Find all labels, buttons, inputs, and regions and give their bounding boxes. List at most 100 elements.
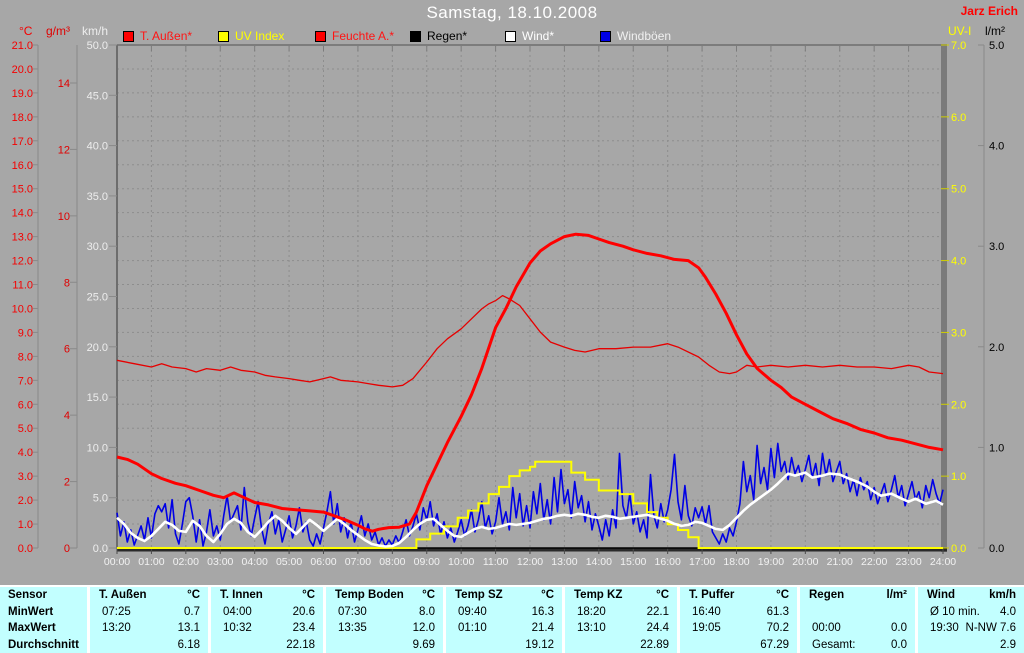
sensor-header: Wind km/h [918,587,1024,604]
uv-tick-label: 6.0 [951,112,966,124]
tempC-tick-label: 3.0 [18,471,33,483]
uv-tick-label: 7.0 [951,40,966,52]
legend-label: Wind* [522,29,555,43]
table-sensor-column: T. Außen °C 07:25 0.7 13:20 13.1 6.18 [87,587,208,653]
kmh-tick-label: 35.0 [87,191,108,203]
sensor-header-value: °C [776,589,789,602]
avg-cell-time: Gesamt: [812,638,856,651]
x-tick-label: 05:00 [276,556,302,568]
legend-swatch-icon [410,30,421,42]
min-cell-time: 18:20 [577,605,606,618]
uv-tick-label: 1.0 [951,471,966,483]
x-tick-label: 17:00 [689,556,715,568]
max-cell-value: 23.4 [292,622,315,635]
gm3-tick-label: 6 [64,344,70,356]
x-tick-label: 06:00 [310,556,336,568]
legend-swatch-icon [600,30,611,42]
sensor-header: T. Innen °C [211,587,323,604]
avg-cell: 9.69 [326,637,443,653]
sensor-header-time: Temp KZ [574,589,623,602]
table-sensor-column: Temp SZ °C 09:40 16.3 01:10 21.4 19.12 [443,587,562,653]
lm2-tick-label: 0.0 [989,543,1004,555]
legend-label: T. Außen* [140,29,193,43]
sensor-header-time: Temp Boden [335,589,404,602]
tempC-tick-label: 20.0 [12,64,33,76]
min-cell-value: 8.0 [419,605,435,618]
max-cell-value: 12.0 [412,622,435,635]
sensor-header-value: °C [422,589,435,602]
kmh-tick-label: 5.0 [93,493,108,505]
tempC-tick-label: 4.0 [18,447,33,459]
tempC-tick-label: 1.0 [18,519,33,531]
min-cell: 07:30 8.0 [326,604,443,621]
max-cell: 00:00 0.0 [800,620,915,637]
min-cell-time: 07:30 [338,605,367,618]
axis-unit-temperature: °C [19,24,33,38]
table-sensor-column: T. Puffer °C 16:40 61.3 19:05 70.2 67.29 [677,587,797,653]
gm3-tick-label: 14 [58,78,70,90]
max-cell-time: 19:30 [930,622,959,635]
avg-cell: 19.12 [446,637,562,653]
avg-cell-value: 6.18 [177,638,200,651]
gm3-tick-label: 12 [58,144,70,156]
sensor-header: T. Puffer °C [680,587,797,604]
sensor-header-value: °C [541,589,554,602]
avg-cell-value: 22.18 [286,638,315,651]
max-cell-time: 00:00 [812,622,841,635]
min-cell: 04:00 20.6 [211,604,323,621]
min-cell-value: 16.3 [531,605,554,618]
min-cell: 09:40 16.3 [446,604,562,621]
kmh-tick-label: 0.0 [93,543,108,555]
table-row-label-column: Sensor MinWert MaxWert Durchschnitt [0,587,87,653]
uv-tick-label: 5.0 [951,184,966,196]
kmh-tick-label: 15.0 [87,392,108,404]
kmh-tick-label: 50.0 [87,40,108,52]
x-tick-label: 16:00 [655,556,681,568]
sensor-header: Temp KZ °C [565,587,677,604]
legend-item: T. Außen* [123,29,192,43]
axis-unit-humidity: g/m³ [46,24,70,38]
legend-swatch-icon [315,30,326,42]
x-tick-label: 21:00 [827,556,853,568]
tempC-tick-label: 2.0 [18,495,33,507]
min-cell-time: 09:40 [458,605,487,618]
min-cell-time: Ø 10 min. [930,605,980,618]
axis-unit-rain: l/m² [985,24,1005,38]
avg-cell-value: 0.0 [891,638,907,651]
lm2-tick-label: 1.0 [989,442,1004,454]
tempC-tick-label: 10.0 [12,303,33,315]
x-tick-label: 08:00 [379,556,405,568]
tempC-tick-label: 6.0 [18,399,33,411]
gm3-tick-label: 10 [58,211,70,223]
max-cell-time: 10:32 [223,622,252,635]
kmh-tick-label: 30.0 [87,241,108,253]
author-label: Jarz Erich [960,4,1018,18]
table-sensor-column: T. Innen °C 04:00 20.6 10:32 23.4 22.18 [208,587,323,653]
avg-cell-value: 19.12 [525,638,554,651]
min-cell: 18:20 22.1 [565,604,677,621]
avg-cell-value: 9.69 [412,638,435,651]
tempC-tick-label: 16.0 [12,160,33,172]
min-cell-time: 07:25 [102,605,131,618]
max-cell-value: 70.2 [766,622,789,635]
min-cell-value: 4.0 [1000,605,1016,618]
tempC-tick-label: 14.0 [12,208,33,220]
tempC-tick-label: 21.0 [12,40,33,52]
max-cell-value: 0.0 [891,622,907,635]
avg-cell-value: 2.9 [1000,638,1016,651]
stats-table: Sensor MinWert MaxWert Durchschnitt T. Außen… [0,585,1024,653]
max-cell-value: 24.4 [646,622,669,635]
sensor-header-value: °C [302,589,315,602]
min-cell-value: 22.1 [646,605,669,618]
min-cell: 16:40 61.3 [680,604,797,621]
min-cell-time: 16:40 [692,605,721,618]
min-cell-value: 61.3 [766,605,789,618]
x-tick-label: 11:00 [483,556,509,568]
sensor-header: T. Außen °C [90,587,208,604]
sensor-header: Temp Boden °C [326,587,443,604]
page-title: Samstag, 18.10.2008 [426,3,598,22]
legend-swatch-icon [123,30,134,42]
max-cell: 10:32 23.4 [211,620,323,637]
sensor-header-time: Regen [809,589,845,602]
